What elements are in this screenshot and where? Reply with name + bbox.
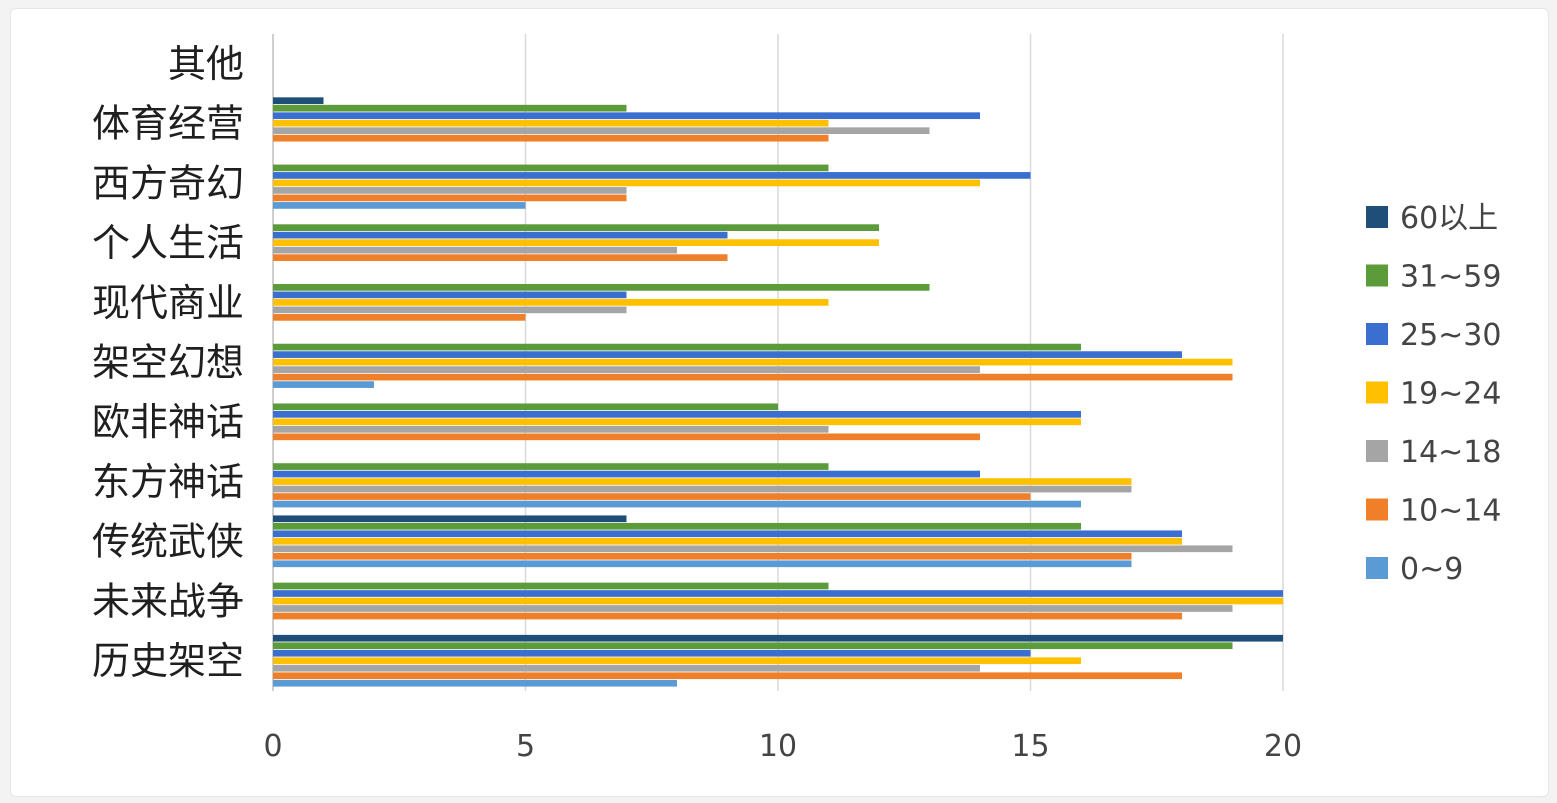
legend-swatch	[1366, 557, 1388, 579]
bar	[273, 314, 526, 321]
bar	[273, 373, 1233, 381]
bar	[273, 134, 829, 142]
legend-swatch	[1366, 206, 1388, 228]
bar	[273, 649, 1031, 657]
legend-label: 14~18	[1400, 435, 1501, 470]
bar	[273, 515, 627, 523]
bar	[273, 224, 879, 231]
bar	[273, 679, 677, 687]
x-tick-labels: 0 5 10 15 20	[263, 729, 1302, 764]
bar	[273, 597, 1283, 605]
bar	[273, 351, 1182, 358]
bar	[273, 381, 374, 388]
legend-label: 0~9	[1400, 552, 1463, 587]
bar	[273, 172, 1031, 179]
x-tick-label: 20	[1264, 729, 1302, 764]
category-label: 现代商业	[92, 281, 244, 325]
bar	[273, 119, 829, 127]
bar	[273, 239, 879, 246]
chart-card: 其他体育经营西方奇幻个人生活现代商业架空幻想欧非神话东方神话传统武侠未来战争历史…	[10, 8, 1549, 797]
bar	[273, 463, 829, 470]
bar	[273, 493, 1031, 500]
legend-swatch	[1366, 498, 1388, 521]
bar	[273, 537, 1182, 545]
bar	[273, 97, 324, 105]
category-label: 西方奇幻	[92, 161, 244, 205]
bar	[273, 605, 1233, 612]
bar	[273, 485, 1132, 493]
bar	[273, 552, 1132, 560]
bar	[273, 470, 980, 478]
bar	[273, 664, 980, 672]
legend-label: 31~59	[1400, 260, 1501, 295]
bar	[273, 500, 1081, 508]
category-label: 传统武侠	[92, 520, 244, 564]
x-tick-label: 5	[516, 729, 535, 764]
category-label: 历史架空	[92, 639, 244, 683]
bar	[273, 299, 829, 306]
legend-label: 60以上	[1400, 201, 1498, 236]
category-label: 其他	[168, 42, 244, 86]
x-tick-label: 10	[759, 729, 797, 764]
bar	[273, 202, 526, 209]
bar	[273, 634, 1283, 642]
bar	[273, 284, 930, 291]
bar	[273, 560, 1132, 568]
bar	[273, 187, 627, 194]
bar	[273, 425, 829, 433]
category-labels: 其他体育经营西方奇幻个人生活现代商业架空幻想欧非神话东方神话传统武侠未来战争历史…	[92, 42, 244, 683]
bar	[273, 410, 1081, 418]
bar	[273, 343, 1081, 351]
category-label: 个人生活	[92, 221, 244, 265]
legend: 60以上 31~59 25~30 19~24 14~18 10~14 0~9	[1366, 201, 1501, 587]
bar	[273, 254, 728, 261]
bar	[273, 112, 980, 120]
bar	[273, 194, 627, 202]
legend-swatch	[1366, 264, 1388, 287]
bar	[273, 590, 1283, 597]
category-label: 欧非神话	[92, 400, 244, 444]
bar	[273, 179, 980, 187]
bar	[273, 366, 980, 373]
category-label: 架空幻想	[92, 341, 244, 385]
category-label: 未来战争	[92, 579, 244, 623]
legend-swatch	[1366, 381, 1388, 404]
bar	[273, 231, 728, 239]
bar	[273, 403, 778, 411]
bar	[273, 358, 1233, 366]
bar	[273, 545, 1233, 553]
x-tick-label: 15	[1011, 729, 1049, 764]
bar	[273, 522, 1081, 530]
bar	[273, 104, 627, 112]
legend-swatch	[1366, 323, 1388, 345]
legend-label: 19~24	[1400, 377, 1501, 412]
bar	[273, 306, 627, 314]
bar	[273, 246, 677, 254]
bar	[273, 672, 1182, 680]
legend-label: 25~30	[1400, 318, 1501, 353]
legend-label: 10~14	[1400, 494, 1501, 529]
bar-chart: 其他体育经营西方奇幻个人生活现代商业架空幻想欧非神话东方神话传统武侠未来战争历史…	[92, 34, 1501, 764]
bar	[273, 530, 1182, 538]
category-label: 东方神话	[92, 460, 244, 504]
bar	[273, 127, 930, 135]
bar	[273, 164, 829, 172]
bar	[273, 478, 1132, 485]
bar	[273, 612, 1182, 620]
legend-swatch	[1366, 440, 1388, 462]
bar	[273, 291, 627, 299]
x-tick-label: 0	[263, 729, 282, 764]
bar	[273, 582, 829, 590]
bar	[273, 433, 980, 441]
bar	[273, 657, 1081, 665]
category-label: 体育经营	[92, 102, 244, 146]
bar	[273, 642, 1233, 650]
bar	[273, 418, 1081, 426]
bars-layer	[273, 97, 1283, 687]
